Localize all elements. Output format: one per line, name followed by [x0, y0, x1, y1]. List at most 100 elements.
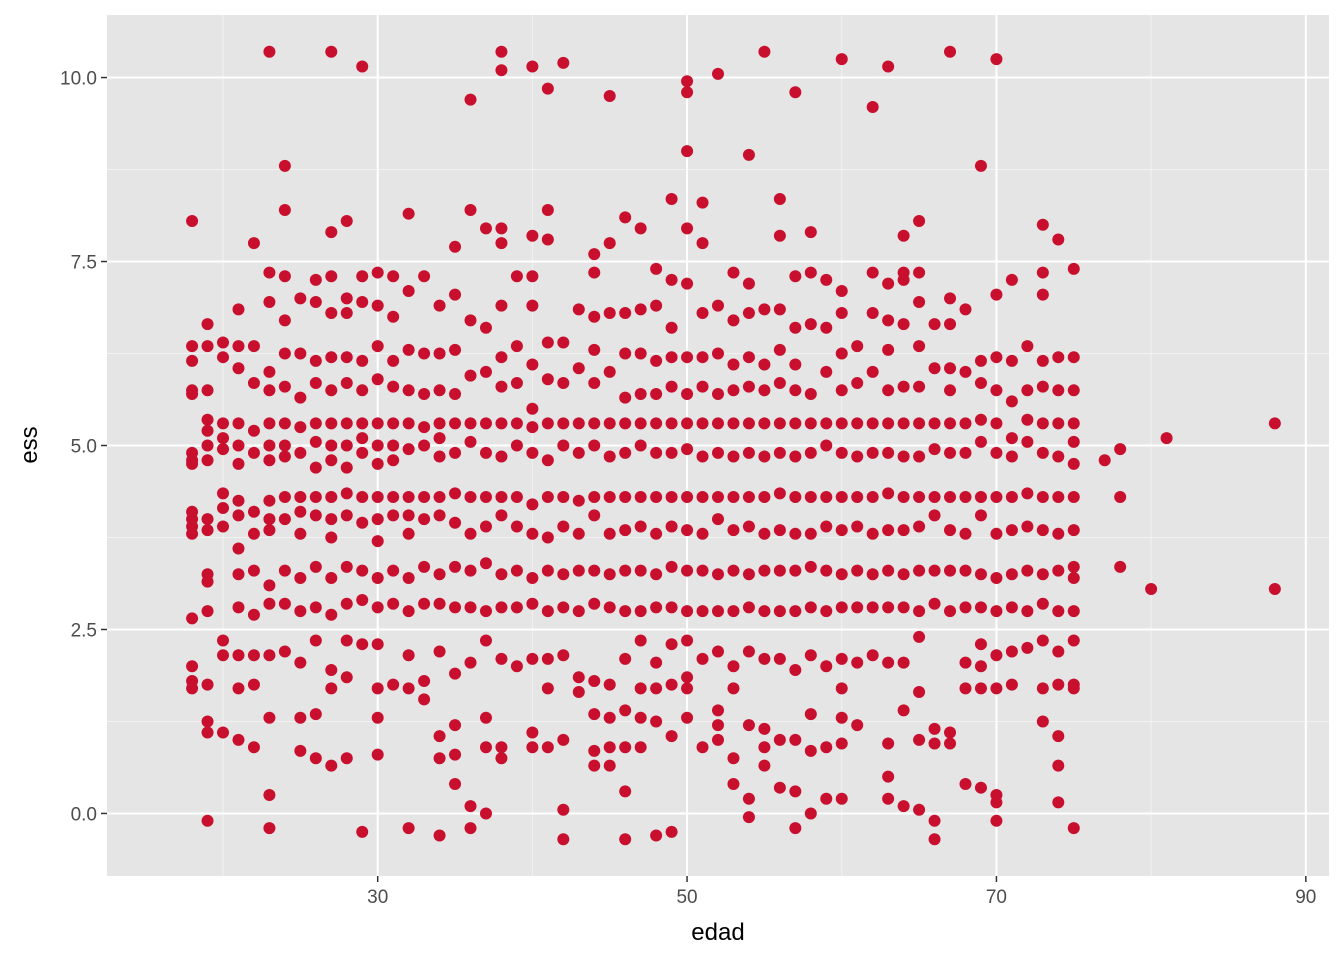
data-point	[402, 509, 415, 522]
data-point	[526, 726, 539, 739]
data-point	[387, 597, 400, 610]
data-point	[835, 792, 848, 805]
data-point	[742, 568, 755, 581]
data-point	[866, 266, 879, 279]
data-point	[1052, 645, 1065, 658]
data-point	[820, 439, 833, 452]
data-point	[851, 491, 864, 504]
data-point	[804, 226, 817, 239]
data-point	[418, 270, 431, 283]
data-point	[526, 229, 539, 242]
data-point	[913, 450, 926, 463]
data-point	[897, 450, 910, 463]
data-point	[727, 417, 740, 430]
data-point	[773, 192, 786, 205]
data-point	[449, 601, 462, 614]
data-point	[851, 417, 864, 430]
data-point	[974, 413, 987, 426]
data-point	[387, 417, 400, 430]
data-point	[510, 564, 523, 577]
data-point	[495, 752, 508, 765]
data-point	[835, 53, 848, 66]
data-point	[913, 215, 926, 228]
data-point	[217, 351, 230, 364]
data-point	[681, 145, 694, 158]
data-point	[340, 417, 353, 430]
data-point	[479, 365, 492, 378]
data-point	[278, 159, 291, 172]
data-point	[650, 715, 663, 728]
data-point	[990, 527, 1003, 540]
data-point	[773, 781, 786, 794]
data-point	[1021, 413, 1034, 426]
data-point	[433, 491, 446, 504]
data-point	[588, 376, 601, 389]
data-point	[479, 557, 492, 570]
data-point	[247, 527, 260, 540]
data-point	[1052, 351, 1065, 364]
data-point	[325, 417, 338, 430]
data-point	[789, 86, 802, 99]
data-point	[882, 446, 895, 459]
data-point	[541, 682, 554, 695]
data-point	[804, 446, 817, 459]
data-point	[371, 417, 384, 430]
data-point	[449, 560, 462, 573]
data-point	[588, 266, 601, 279]
data-point	[1005, 450, 1018, 463]
data-point	[418, 693, 431, 706]
data-point	[201, 454, 214, 467]
data-point	[990, 491, 1003, 504]
data-point	[449, 667, 462, 680]
data-point	[1036, 682, 1049, 695]
data-point	[944, 491, 957, 504]
data-point	[665, 678, 678, 691]
data-point	[309, 752, 322, 765]
data-point	[510, 417, 523, 430]
data-point	[665, 273, 678, 286]
data-point	[758, 491, 771, 504]
data-point	[603, 711, 616, 724]
x-tick-label: 90	[1295, 887, 1316, 908]
data-point	[232, 417, 245, 430]
data-point	[758, 605, 771, 618]
data-point	[371, 748, 384, 761]
data-point	[418, 387, 431, 400]
data-point	[294, 711, 307, 724]
data-point	[263, 454, 276, 467]
data-point	[356, 564, 369, 577]
data-point	[742, 380, 755, 393]
data-point	[325, 663, 338, 676]
data-point	[217, 336, 230, 349]
x-axis-title: edad	[691, 919, 744, 946]
data-point	[201, 318, 214, 331]
data-point	[650, 354, 663, 367]
data-point	[371, 457, 384, 470]
data-point	[804, 266, 817, 279]
data-point	[217, 417, 230, 430]
data-point	[588, 439, 601, 452]
data-point	[990, 384, 1003, 397]
data-point	[309, 509, 322, 522]
data-point	[897, 656, 910, 669]
data-point	[727, 358, 740, 371]
data-point	[696, 417, 709, 430]
data-point	[835, 568, 848, 581]
data-point	[742, 792, 755, 805]
data-point	[263, 439, 276, 452]
data-point	[866, 446, 879, 459]
data-point	[990, 605, 1003, 618]
data-point	[340, 752, 353, 765]
data-point	[944, 605, 957, 618]
data-point	[696, 652, 709, 665]
data-point	[773, 376, 786, 389]
data-point	[820, 564, 833, 577]
data-point	[727, 491, 740, 504]
data-point	[541, 204, 554, 217]
data-point	[402, 682, 415, 695]
data-point	[510, 601, 523, 614]
data-point	[263, 524, 276, 537]
data-point	[402, 527, 415, 540]
data-point	[340, 560, 353, 573]
data-point	[1067, 605, 1080, 618]
